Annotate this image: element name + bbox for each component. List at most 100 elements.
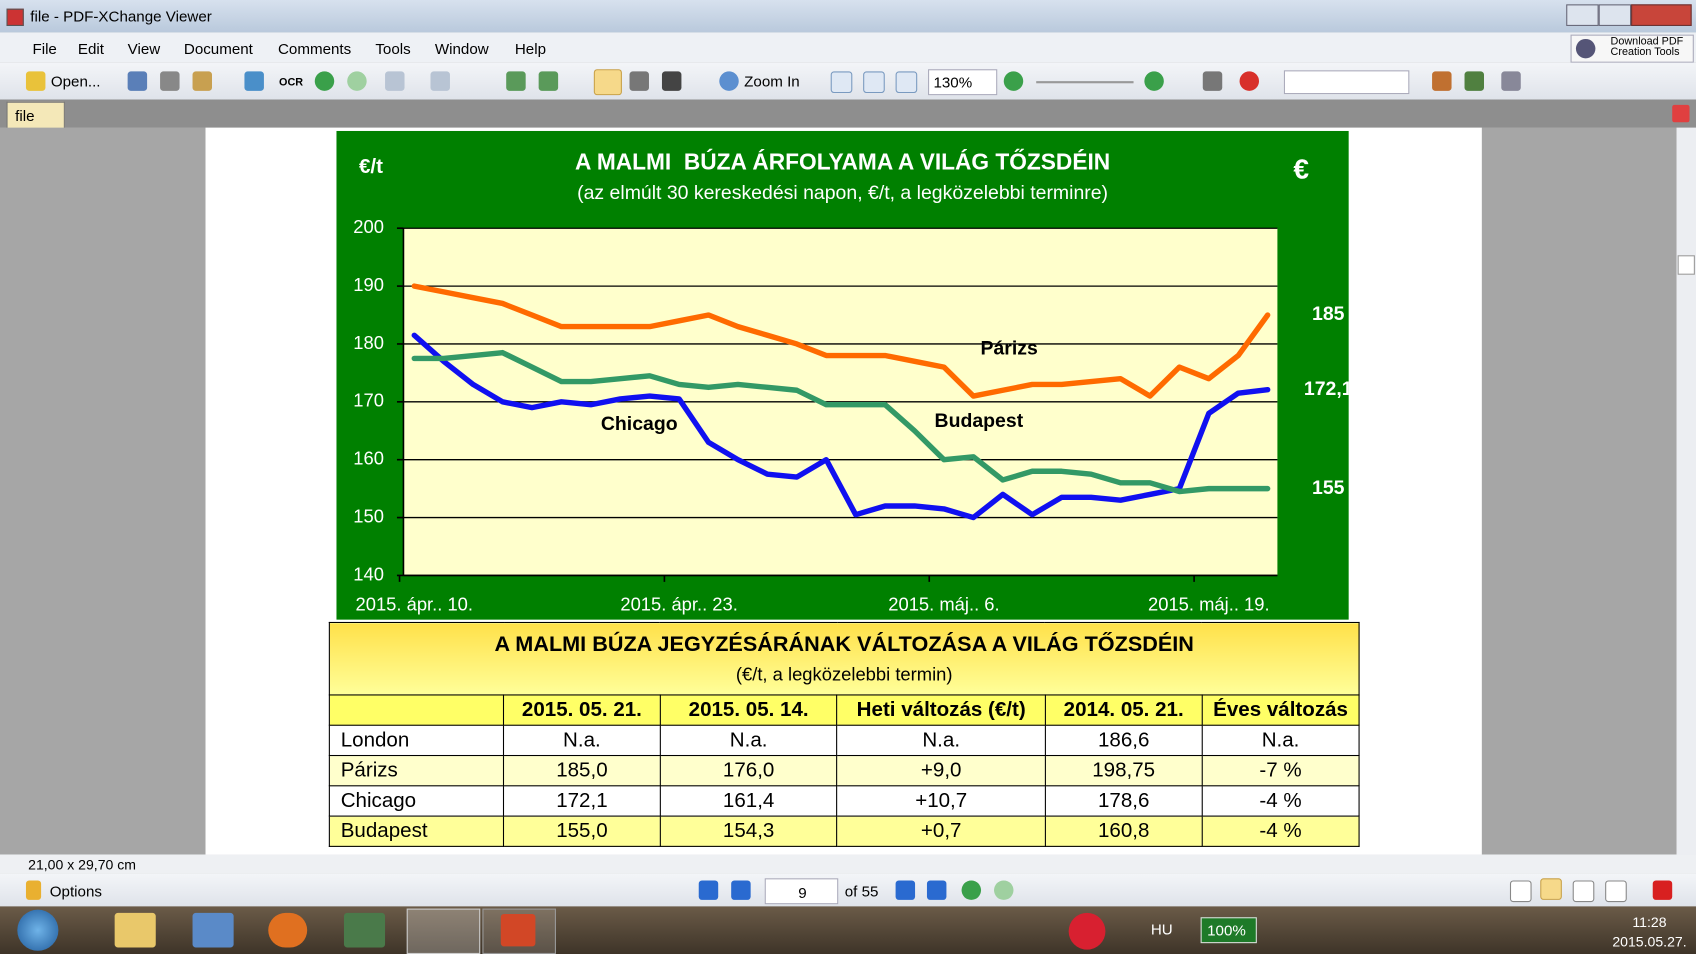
pdf-icon[interactable] (1653, 880, 1672, 899)
select-icon[interactable] (662, 71, 681, 90)
zoom-in-icon[interactable] (1144, 71, 1163, 90)
zoom-slider[interactable] (1036, 81, 1133, 83)
forward-icon[interactable] (347, 71, 366, 90)
first-page-button[interactable] (699, 880, 718, 899)
options-button[interactable]: Options (50, 883, 102, 900)
document-tab[interactable]: file (6, 102, 64, 129)
battery-box[interactable]: 100% (1201, 917, 1257, 943)
forward-button[interactable] (994, 880, 1013, 899)
table-cell: 178,6 (1045, 786, 1202, 816)
menu-item[interactable]: Document (184, 40, 253, 57)
start-button[interactable] (17, 910, 58, 951)
chart-subtitle: (az elmúlt 30 kereskedési napon, €/t, a … (577, 182, 1108, 204)
save-icon[interactable] (128, 71, 147, 90)
menu-item[interactable]: File (32, 40, 56, 57)
layout-icon[interactable] (1510, 880, 1532, 902)
rotate-icon[interactable] (539, 71, 558, 90)
maximize-button[interactable] (1599, 4, 1631, 26)
redo-icon[interactable] (430, 71, 449, 90)
table-cell: -4 % (1202, 786, 1359, 816)
clock-time[interactable]: 11:28 (1620, 914, 1678, 930)
table-cell: Chicago (329, 786, 503, 816)
snapshot-icon[interactable] (630, 71, 649, 90)
last-page-button[interactable] (927, 880, 946, 899)
find-icon[interactable] (1465, 71, 1484, 90)
layout-icon[interactable] (1605, 880, 1627, 902)
computer-icon[interactable] (193, 913, 234, 948)
menu-item[interactable]: Comments (278, 40, 351, 57)
value-label: 155 (1312, 477, 1345, 499)
email-icon[interactable] (193, 71, 212, 90)
search-box[interactable] (1284, 70, 1409, 94)
table-cell: 155,0 (504, 816, 661, 846)
page-input[interactable]: 9 (765, 878, 839, 904)
hand-tool[interactable] (594, 69, 622, 95)
zoom-in-button[interactable]: Zoom In (744, 72, 800, 89)
layout-icon[interactable] (1540, 878, 1562, 900)
menu-item[interactable]: Window (435, 40, 489, 57)
taskbar: HU 100% 11:28 2015.05.27. (0, 906, 1696, 954)
explorer-icon[interactable] (115, 913, 156, 948)
open-button[interactable]: Open... (51, 72, 101, 89)
table-cell: 160,8 (1045, 816, 1202, 846)
zoom-icon[interactable] (719, 71, 738, 90)
table-cell: -7 % (1202, 756, 1359, 786)
status-bar: 21,00 x 29,70 cm (0, 854, 1696, 873)
close-button[interactable] (1631, 4, 1692, 26)
table-cell: 161,4 (660, 786, 837, 816)
previous-page-button[interactable] (731, 880, 750, 899)
menu-item[interactable]: Tools (375, 40, 410, 57)
firefox-icon[interactable] (268, 913, 307, 948)
menu-item[interactable]: Edit (78, 40, 104, 57)
y-tick-label: 170 (353, 390, 384, 411)
promo-button[interactable]: Download PDF Creation Tools (1571, 35, 1694, 63)
view-icon[interactable] (1203, 71, 1222, 90)
menu-item[interactable]: Help (515, 40, 546, 57)
pdf-viewer-task[interactable] (407, 909, 481, 954)
open-icon[interactable] (26, 71, 45, 90)
next-page-button[interactable] (896, 880, 915, 899)
y-tick-label: 140 (353, 563, 384, 584)
table-cell: N.a. (504, 725, 661, 755)
table: A MALMI BÚZA JEGYZÉSÁRÁNAK VÁLTOZÁSA A V… (329, 622, 1360, 847)
rotate-icon[interactable] (506, 71, 525, 90)
x-tick-label: 2015. máj.. 19. (1148, 594, 1270, 615)
table-cell: 198,75 (1045, 756, 1202, 786)
scrollbar[interactable] (1677, 128, 1696, 855)
value-label: 172,1 (1304, 378, 1349, 400)
powerpoint-task[interactable] (482, 909, 556, 954)
spell-icon[interactable] (1240, 71, 1259, 90)
zoom-box[interactable]: 130% (928, 69, 997, 95)
y-tick-label: 190 (353, 274, 384, 295)
find-icon[interactable] (1432, 71, 1451, 90)
back-button[interactable] (962, 880, 981, 899)
page-icon[interactable] (896, 71, 918, 93)
page-icon[interactable] (831, 71, 853, 93)
series-label: Párizs (980, 338, 1037, 360)
menu-item[interactable]: View (128, 40, 161, 57)
layout-icon[interactable] (1573, 880, 1595, 902)
tray-app-icon[interactable] (1069, 913, 1106, 950)
language[interactable]: HU (1151, 920, 1173, 937)
scan-icon[interactable] (244, 71, 263, 90)
options-icon[interactable] (26, 880, 41, 899)
price-table: A MALMI BÚZA JEGYZÉSÁRÁNAK VÁLTOZÁSA A V… (329, 622, 1360, 847)
back-icon[interactable] (315, 71, 334, 90)
page-icon[interactable] (863, 71, 885, 93)
title-bar: file - PDF-XChange Viewer (0, 0, 1696, 32)
title-cell: A MALMI BÚZA JEGYZÉSÁRÁNAK VÁLTOZÁSA A V… (329, 622, 1359, 694)
scroll-thumb[interactable] (1678, 255, 1695, 274)
undo-icon[interactable] (385, 71, 404, 90)
table-cell: 185,0 (504, 756, 661, 786)
close-tab-button[interactable] (1672, 105, 1689, 122)
print-icon[interactable] (160, 71, 179, 90)
series-label: Budapest (935, 410, 1024, 432)
tools-icon[interactable] (1501, 71, 1520, 90)
ocr-button[interactable]: OCR (279, 77, 303, 89)
header-cell: 2014. 05. 21. (1045, 695, 1202, 725)
header-cell: Éves változás (1202, 695, 1359, 725)
network-icon[interactable] (344, 913, 385, 948)
zoom-out-icon[interactable] (1004, 71, 1023, 90)
minimize-button[interactable] (1566, 4, 1598, 26)
clock-date[interactable]: 2015.05.27. (1609, 933, 1689, 949)
